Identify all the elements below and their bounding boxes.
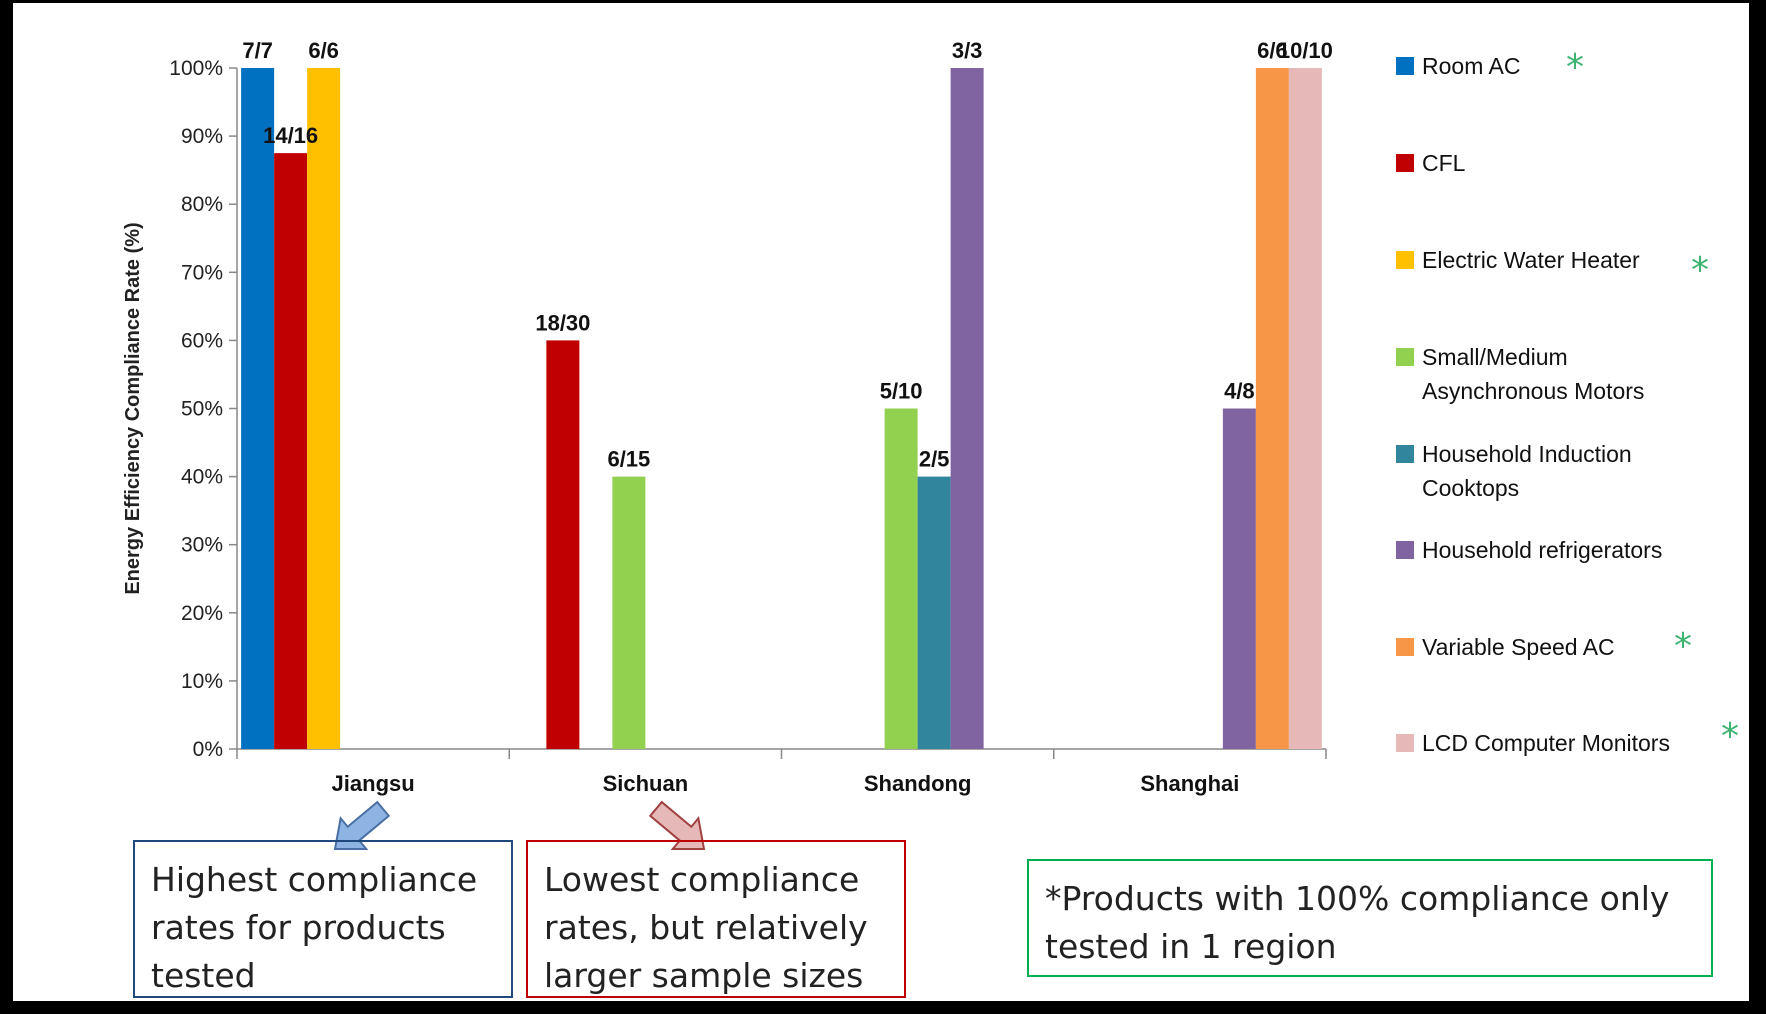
y-tick-label: 60% (181, 329, 223, 352)
bar (1288, 68, 1322, 749)
jiangsu-arrow (333, 800, 391, 850)
legend-item: Variable Speed AC (1396, 630, 1615, 664)
jiangsu-note-text: Highest compliance rates for products te… (151, 860, 478, 995)
data-label: 6/15 (607, 447, 650, 472)
legend-item: Household Induction Cooktops (1396, 437, 1632, 505)
data-label: 3/3 (952, 38, 983, 63)
bar (307, 68, 341, 749)
y-axis-title: Energy Efficiency Compliance Rate (%) (122, 222, 144, 594)
bar (884, 408, 918, 749)
legend-star: * (1721, 716, 1739, 757)
x-category-label: Jiangsu (332, 771, 415, 796)
bar (917, 476, 951, 749)
legend-item: Household refrigerators (1396, 533, 1662, 567)
legend-label: Electric Water Heater (1422, 247, 1640, 273)
data-label: 10/10 (1278, 38, 1333, 63)
y-tick-label: 30% (181, 534, 223, 557)
jiangsu-note: Highest compliance rates for products te… (133, 840, 513, 998)
legend-label: Household refrigerators (1422, 537, 1663, 563)
legend-swatch (1396, 154, 1414, 172)
legend-swatch (1396, 251, 1414, 269)
chart-frame: 0% 10% 20% 30% 40% 50% 60% 70% 80% 90% 100% Energy … (10, 0, 1752, 1004)
sichuan-note-text: Lowest compliance rates, but relatively … (544, 860, 868, 995)
bar (612, 476, 646, 749)
y-tick-label: 40% (181, 466, 223, 489)
data-label: 6/6 (1257, 38, 1288, 63)
bar (950, 68, 984, 749)
legend-swatch (1396, 57, 1414, 75)
sichuan-note: Lowest compliance rates, but relatively … (526, 840, 906, 998)
legend-item: Small/Medium Asynchronous Motors (1396, 340, 1644, 408)
data-label: 4/8 (1224, 379, 1255, 404)
data-label: 7/7 (242, 38, 273, 63)
y-tick-label: 50% (181, 398, 223, 421)
data-label: 6/6 (308, 38, 339, 63)
data-labels: 7/714/1618/306/66/155/102/53/34/86/610/1… (242, 38, 1333, 472)
data-label: 5/10 (880, 379, 923, 404)
footnote-text: *Products with 100% compliance only test… (1045, 879, 1670, 966)
legend-label: CFL (1422, 150, 1466, 176)
bar (241, 68, 275, 749)
y-tick-label: 90% (181, 125, 223, 148)
legend-swatch (1396, 734, 1414, 752)
legend-item: LCD Computer Monitors (1396, 726, 1670, 760)
y-tick-label: 100% (169, 57, 223, 80)
legend-star: * (1691, 250, 1709, 291)
bar (1255, 68, 1289, 749)
legend-label: Household Induction Cooktops (1422, 441, 1632, 501)
legend-swatch (1396, 541, 1414, 559)
y-tick-label: 70% (181, 261, 223, 284)
legend-item: CFL (1396, 146, 1465, 180)
x-category-label: Sichuan (603, 771, 689, 796)
data-label: 2/5 (919, 447, 950, 472)
x-category-label: Shandong (864, 771, 972, 796)
legend-label: Small/Medium Asynchronous Motors (1422, 344, 1645, 404)
legend-swatch (1396, 638, 1414, 656)
bar (546, 340, 580, 749)
chart-bars (241, 68, 1322, 749)
data-label: 14/16 (263, 123, 318, 148)
bar (1222, 408, 1256, 749)
legend-swatch (1396, 445, 1414, 463)
legend-star: * (1566, 47, 1584, 88)
bar (274, 153, 308, 749)
x-category-label: Shanghai (1140, 771, 1239, 796)
data-label: 18/30 (535, 310, 590, 335)
legend-star: * (1674, 626, 1692, 667)
legend-label: LCD Computer Monitors (1422, 730, 1670, 756)
y-tick-label: 80% (181, 193, 223, 216)
legend-item: Electric Water Heater (1396, 243, 1640, 277)
legend-label: Variable Speed AC (1422, 634, 1615, 660)
y-tick-label: 20% (181, 602, 223, 625)
chart-axes: 0% 10% 20% 30% 40% 50% 60% 70% 80% 90% 100% Energy … (122, 57, 1327, 796)
y-tick-label: 10% (181, 670, 223, 693)
legend-item: Room AC (1396, 49, 1520, 83)
footnote-note: *Products with 100% compliance only test… (1027, 859, 1713, 977)
legend-swatch (1396, 348, 1414, 366)
legend-label: Room AC (1422, 53, 1521, 79)
y-tick-label: 0% (193, 738, 223, 761)
